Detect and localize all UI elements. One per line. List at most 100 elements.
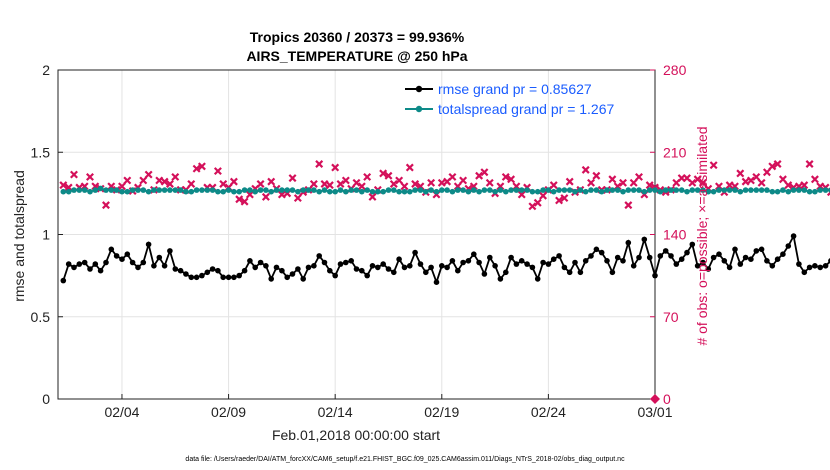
series-point [140,259,147,266]
series-point [503,269,509,276]
x-tick-label: 02/04 [104,404,139,420]
series-point [428,187,434,193]
series-point [369,263,376,269]
y-tick-label: 2 [42,62,50,78]
y2-tick-label: 280 [663,62,687,78]
obs-point [757,178,766,187]
obs-point [229,177,238,186]
series-point [252,188,258,195]
series-point [609,187,616,193]
series-point [476,188,482,195]
series-point [582,258,589,264]
obs-point [256,179,265,188]
series-point [225,187,232,193]
series-point [380,261,387,267]
series-point [268,276,275,282]
series-point [321,187,328,193]
y2-tick-label: 210 [663,144,687,160]
obs-point [752,172,761,181]
series-point [630,187,637,193]
series-point [764,258,770,264]
series-point [726,264,733,271]
obs-point [459,176,468,185]
obs-point [395,176,404,185]
series-point [550,188,557,195]
series-point [742,254,749,261]
series-point [124,188,131,195]
series-point [524,187,530,193]
series-point [694,263,701,269]
series-point [716,251,722,257]
series-point [268,188,275,195]
series-point [385,266,392,272]
series-point [790,187,797,193]
series-point [732,187,738,193]
obs-point [379,169,388,178]
series-point [455,267,461,274]
series-point [460,259,466,266]
series-point [220,274,226,281]
series-point [231,274,237,281]
series-point [513,261,520,267]
obs-point [240,197,249,206]
series-point [700,187,706,193]
series-point [492,188,498,195]
obs-point [357,182,366,191]
series-point [375,264,381,271]
obs-point [64,183,73,192]
series-point [646,187,653,193]
series-point [433,279,440,286]
series-point [721,187,728,193]
obs-point [800,181,809,190]
obs-point [165,179,174,188]
series-point [641,188,648,195]
series-point [423,188,429,195]
series-point [652,187,658,193]
series-point [678,187,685,193]
series-point [748,256,754,263]
series-point [353,187,360,193]
series-point [748,187,754,193]
series-point [534,188,541,195]
series-point [343,259,349,266]
series-point [369,188,376,195]
series-point [305,264,312,271]
obs-point [539,191,548,200]
obs-point [160,177,169,186]
obs-possible-series [650,394,660,404]
series-point [449,258,456,264]
series-point [359,267,365,274]
obs-point [565,177,574,186]
series-point [396,256,402,263]
series-point [348,258,355,264]
series-point [796,187,802,193]
series-point [769,263,776,269]
series-point [135,187,141,193]
obs-point [635,172,643,181]
series-point [103,187,109,193]
x-tick-label: 02/14 [318,404,353,420]
series-point [401,264,408,271]
series-point [758,187,765,193]
series-point [774,256,781,263]
obs-point [309,179,318,188]
series-point [455,187,461,193]
series-point [263,263,269,269]
series-point [487,187,493,193]
series-point [684,249,690,256]
series-point [193,274,200,281]
series-point [108,187,115,193]
data-file-footer: data file: /Users/raeder/DAI/ATM_forcXX/… [185,456,625,463]
series-point [636,254,642,261]
series-point [588,253,594,259]
series-point [550,256,557,263]
series-point [689,241,696,248]
series-point [668,187,674,193]
obs-point [123,176,132,185]
series-point [620,258,626,264]
series-point [577,187,584,193]
series-point [279,267,285,274]
series-point [700,259,706,266]
obs-point [219,179,228,188]
series-point [801,187,808,193]
